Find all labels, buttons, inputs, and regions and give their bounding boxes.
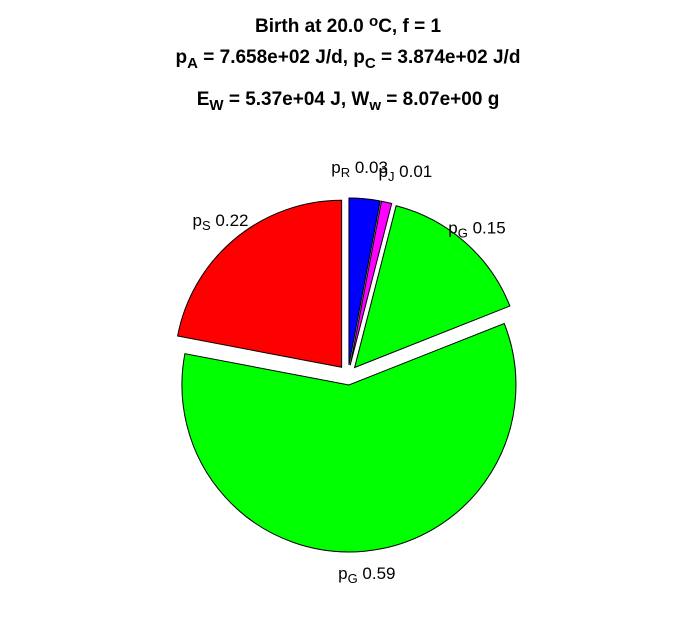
slice-label-0: pR 0.03 [331, 158, 388, 180]
pie-slice-pg-3 [181, 322, 517, 553]
pie-slice-ps-4 [176, 199, 343, 368]
slice-label-2: pG 0.15 [448, 219, 505, 241]
slice-label-3: pG 0.59 [338, 564, 395, 586]
slice-label-4: pS 0.22 [193, 211, 249, 233]
pie-slice-pr-0 [348, 197, 381, 366]
pie-slice-pj-1 [349, 200, 393, 366]
title-line-3: EW = 5.37e+04 J, Ww = 8.07e+00 g [197, 89, 500, 114]
slice-label-1: pJ 0.01 [378, 162, 432, 184]
chart-title: Birth at 20.0 oC, f = 1 pA = 7.658e+02 J/… [176, 13, 521, 114]
pie-slices [176, 197, 517, 553]
title-line-1: Birth at 20.0 oC, f = 1 [255, 13, 441, 37]
pie-slice-pg-2 [353, 205, 511, 369]
title-line-2: pA = 7.658e+02 J/d, pC = 3.874e+02 J/d [176, 47, 521, 72]
